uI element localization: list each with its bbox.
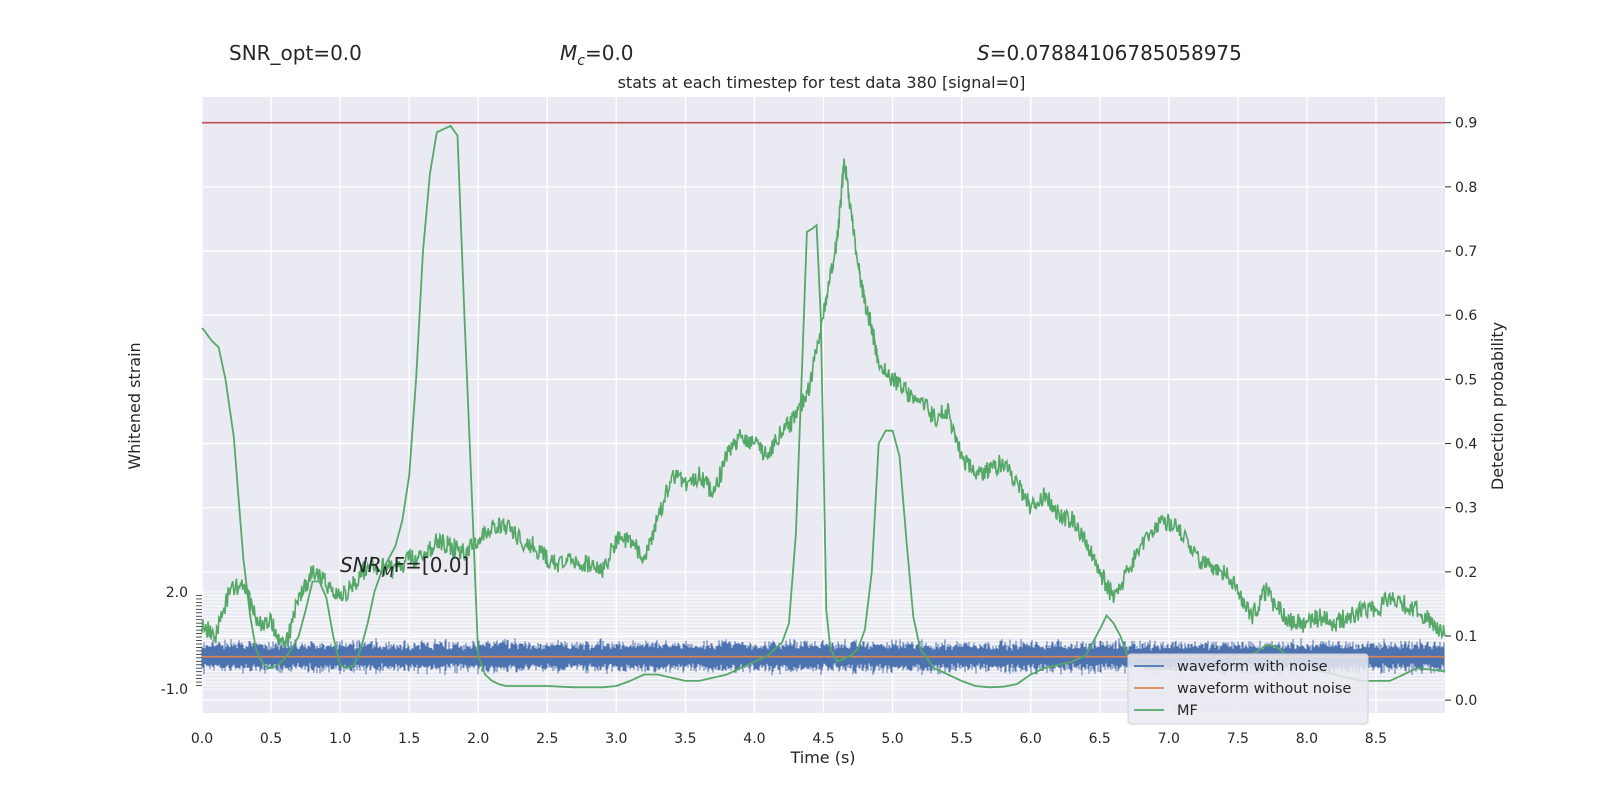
- chirp-mass-subscript: c: [577, 53, 585, 69]
- chirp-mass-label: Mc=0.0: [560, 41, 634, 69]
- annotation-subscript: M: [382, 565, 394, 581]
- right-y-tick-label: 0.4: [1455, 437, 1477, 453]
- x-tick-label: 1.5: [398, 731, 420, 747]
- x-tick-label: 3.0: [605, 731, 627, 747]
- annotation-symbol: SNR: [340, 553, 382, 577]
- chirp-mass-value: =0.0: [585, 41, 634, 65]
- annotation-value: F=[0.0]: [394, 553, 470, 577]
- left-y-tick-label: -1.0: [161, 682, 188, 698]
- x-tick-label: 6.5: [1089, 731, 1111, 747]
- right-y-tick-label: 0.1: [1455, 629, 1477, 645]
- snr-opt-label: SNR_opt=0.0: [229, 41, 362, 65]
- x-grid: [201, 97, 1377, 713]
- s-stat-label: S=0.07884106785058975: [977, 41, 1242, 65]
- legend-label-mf: MF: [1177, 703, 1198, 719]
- right-y-axis-label: Detection probability: [1488, 322, 1507, 490]
- s-stat-symbol: S: [977, 41, 990, 65]
- legend-label-clean: waveform without noise: [1177, 681, 1351, 697]
- right-y-tick-label: 0.3: [1455, 501, 1477, 517]
- legend-box: [1127, 653, 1369, 725]
- x-tick-label: 1.0: [329, 731, 351, 747]
- series-detection-probability: [201, 158, 1446, 650]
- right-y-tick-label: 0.2: [1455, 565, 1477, 581]
- x-tick-label: 7.0: [1158, 731, 1180, 747]
- x-tick-labels: 0.0 0.5 1.0 1.5 2.0 2.5 3.0 3.5 4.0 4.5 5.0 5.5 6.0 6…: [191, 731, 1387, 747]
- x-tick-label: 0.5: [260, 731, 282, 747]
- x-axis-label: Time (s): [789, 748, 855, 767]
- left-y-tick-labels: 2.0 -1.0: [161, 585, 202, 698]
- x-tick-label: 6.0: [1020, 731, 1042, 747]
- right-y-tick-label: 0.0: [1455, 693, 1477, 709]
- series-mf: [201, 124, 1446, 689]
- x-tick-label: 4.5: [812, 731, 834, 747]
- chart-title: stats at each timestep for test data 380…: [618, 73, 1026, 92]
- x-tick-label: 8.0: [1296, 731, 1318, 747]
- x-tick-label: 5.5: [950, 731, 972, 747]
- right-y-tick-label: 0.8: [1455, 180, 1477, 196]
- x-tick-label: 2.0: [467, 731, 489, 747]
- right-y-tick-label: 0.9: [1455, 116, 1477, 132]
- x-tick-label: 3.5: [674, 731, 696, 747]
- right-y-tick-label: 0.6: [1455, 308, 1477, 324]
- x-tick-label: 5.0: [881, 731, 903, 747]
- snr-mf-annotation: SNRMF=[0.0]: [340, 553, 469, 581]
- chirp-mass-symbol: M: [560, 41, 577, 65]
- legend-label-noise: waveform with noise: [1177, 659, 1328, 675]
- right-y-tick-label: 0.7: [1455, 244, 1477, 260]
- x-tick-label: 0.0: [191, 731, 213, 747]
- x-tick-label: 7.5: [1227, 731, 1249, 747]
- right-y-tick-labels: 0.0 0.1 0.2 0.3 0.4 0.5 0.6 0.7 0.8 0.9: [1445, 116, 1477, 709]
- left-y-axis-label: Whitened strain: [125, 342, 144, 469]
- right-y-tick-label: 0.5: [1455, 372, 1477, 388]
- x-tick-label: 4.0: [743, 731, 765, 747]
- s-stat-value: =0.07884106785058975: [990, 41, 1242, 65]
- x-tick-label: 8.5: [1365, 731, 1387, 747]
- x-tick-label: 2.5: [536, 731, 558, 747]
- left-y-tick-label: 2.0: [166, 585, 188, 601]
- legend: waveform with noise waveform without noi…: [1127, 653, 1369, 725]
